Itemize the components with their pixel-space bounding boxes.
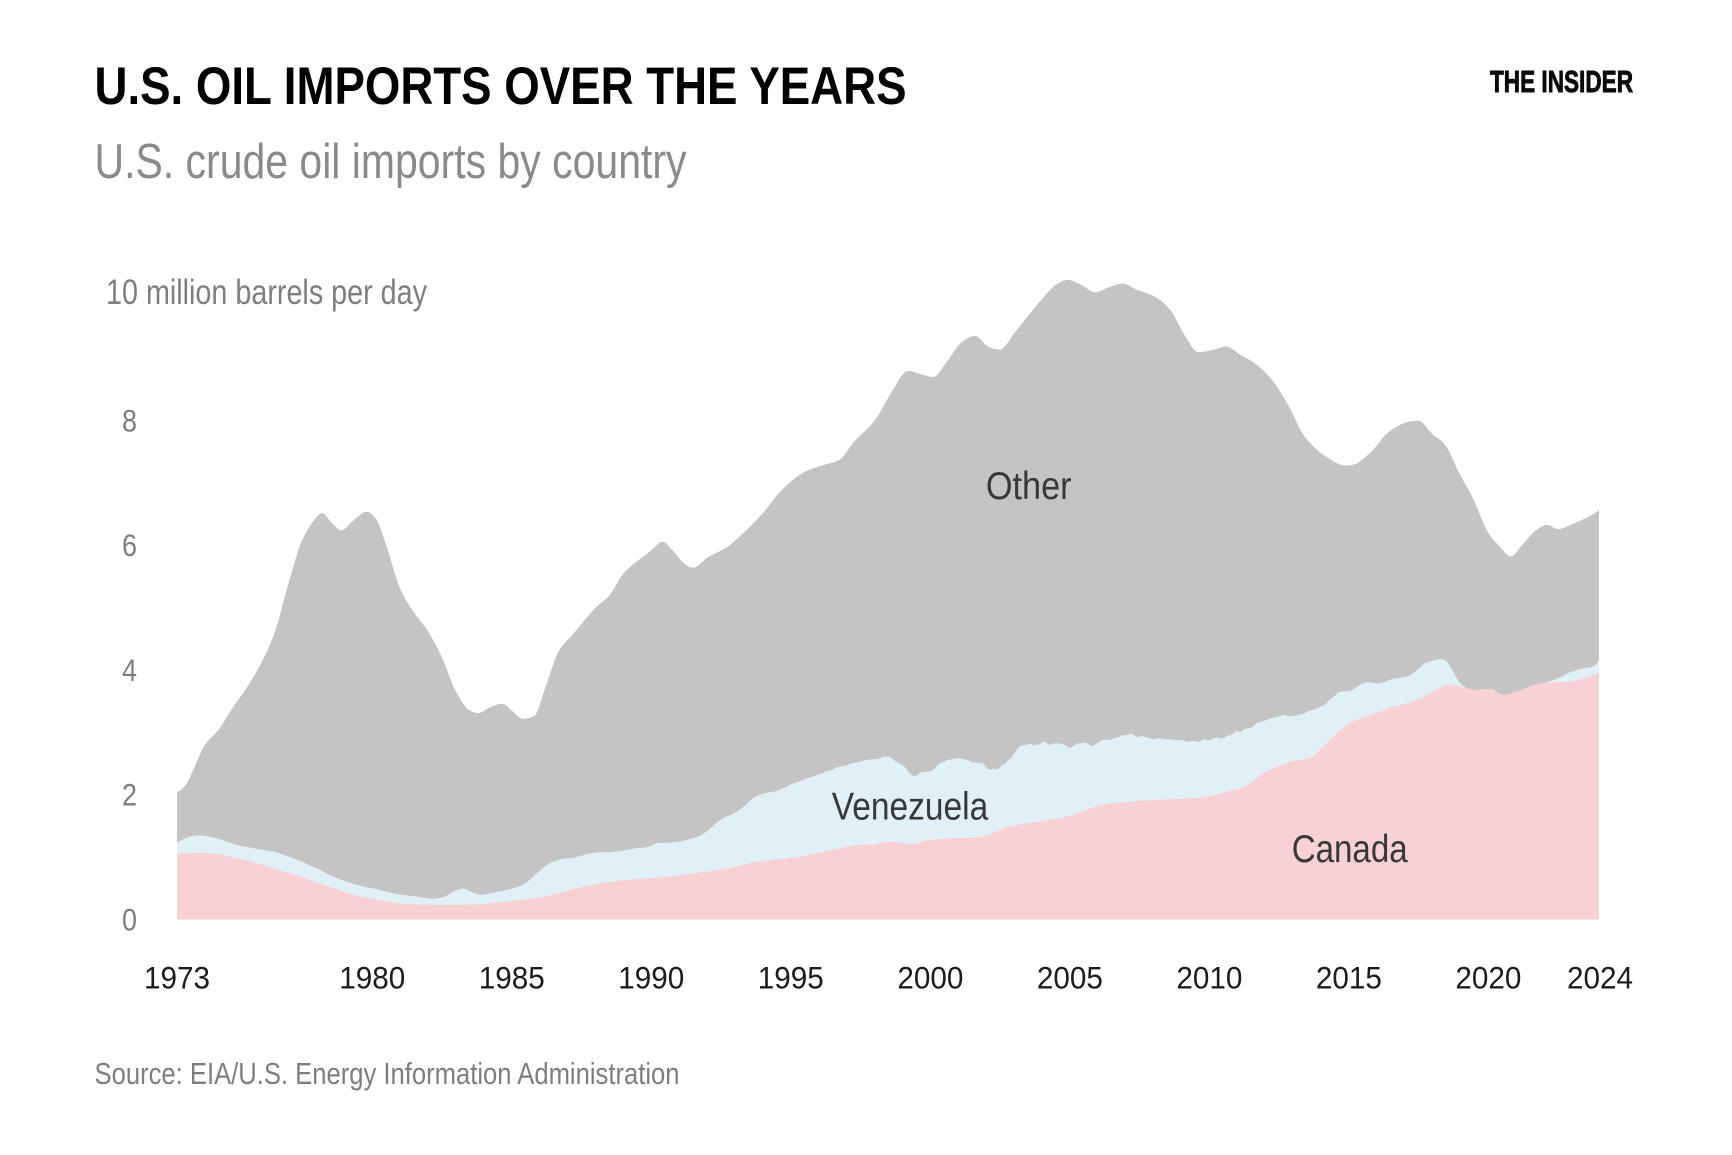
svg-text:U.S. crude oil imports by coun: U.S. crude oil imports by country <box>95 135 687 189</box>
svg-text:1980: 1980 <box>339 960 405 996</box>
svg-text:2010: 2010 <box>1176 960 1242 996</box>
svg-text:1985: 1985 <box>479 960 545 996</box>
svg-text:U.S. OIL IMPORTS OVER THE YEAR: U.S. OIL IMPORTS OVER THE YEARS <box>95 57 907 116</box>
svg-text:1973: 1973 <box>144 960 210 996</box>
svg-text:4: 4 <box>122 652 137 688</box>
svg-text:8: 8 <box>122 403 137 439</box>
svg-text:2015: 2015 <box>1316 960 1382 996</box>
svg-text:2020: 2020 <box>1455 960 1521 996</box>
svg-text:2024: 2024 <box>1567 960 1633 996</box>
svg-text:Venezuela: Venezuela <box>832 785 989 828</box>
svg-text:THE INSIDER: THE INSIDER <box>1490 64 1633 99</box>
svg-text:1995: 1995 <box>758 960 824 996</box>
svg-text:Canada: Canada <box>1292 828 1408 871</box>
svg-text:10 million barrels per day: 10 million barrels per day <box>106 273 427 312</box>
svg-text:1990: 1990 <box>618 960 684 996</box>
svg-text:6: 6 <box>122 527 137 563</box>
svg-text:2000: 2000 <box>897 960 963 996</box>
svg-text:0: 0 <box>122 901 137 937</box>
svg-text:Other: Other <box>986 465 1072 508</box>
svg-text:2005: 2005 <box>1037 960 1103 996</box>
svg-text:2: 2 <box>122 777 137 813</box>
svg-text:Source: EIA/U.S. Energy Inform: Source: EIA/U.S. Energy Information Admi… <box>95 1056 680 1091</box>
